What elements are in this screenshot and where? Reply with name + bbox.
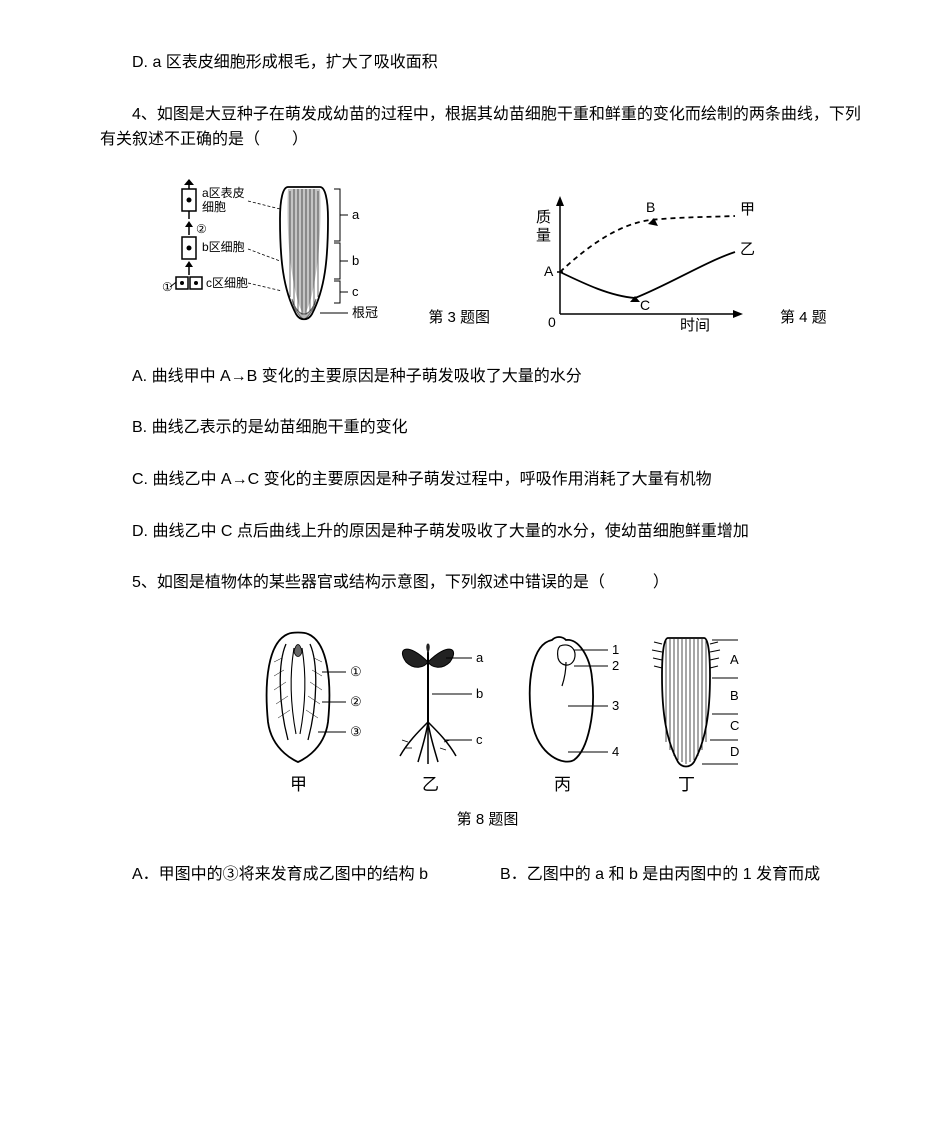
q3-lbl-circle1: ① bbox=[162, 280, 173, 294]
q4-pointA: A bbox=[544, 263, 554, 279]
q5-option-row: A．甲图中的③将来发育成乙图中的结构 b B．乙图中的 a 和 b 是由丙图中的… bbox=[100, 862, 875, 888]
q3-lbl-c-region: c区细胞 bbox=[206, 276, 248, 290]
q4-ylabel-1: 质 bbox=[536, 209, 551, 226]
q5-bing-1: 1 bbox=[612, 642, 619, 657]
q4-ylabel-2: 量 bbox=[536, 227, 551, 244]
q5-ding-A: A bbox=[730, 652, 739, 667]
page: D. a 区表皮细胞形成根毛，扩大了吸收面积 4、如图是大豆种子在萌发成幼苗的过… bbox=[0, 0, 945, 1123]
q4-option-b: B. 曲线乙表示的是幼苗细胞干重的变化 bbox=[100, 415, 875, 441]
q5-ding-B: B bbox=[730, 688, 739, 703]
q5-yi-c: c bbox=[476, 732, 483, 747]
q3-option-d: D. a 区表皮细胞形成根毛，扩大了吸收面积 bbox=[100, 50, 875, 76]
q5-option-a: A．甲图中的③将来发育成乙图中的结构 b bbox=[100, 862, 428, 888]
q4-stem: 4、如图是大豆种子在萌发成幼苗的过程中，根据其幼苗细胞干重和鲜重的变化而绘制的两… bbox=[100, 102, 875, 153]
q3-zone-a: a bbox=[352, 207, 360, 222]
q4-figure: 质 量 时间 0 A B 甲 bbox=[530, 184, 760, 334]
q3-lbl-a-region: a区表皮 bbox=[202, 186, 245, 200]
q5-option-b: B．乙图中的 a 和 b 是由丙图中的 1 发育而成 bbox=[468, 862, 820, 888]
q5-jia-2: ② bbox=[350, 694, 362, 709]
q3-zone-c: c bbox=[352, 284, 359, 299]
q4-option-a: A. 曲线甲中 A→B 变化的主要原因是种子萌发吸收了大量的水分 bbox=[100, 364, 875, 390]
q3-root-cap: 根冠 bbox=[352, 305, 378, 320]
q4-label-jia: 甲 bbox=[740, 201, 755, 218]
q3-lbl-cell1: 细胞 bbox=[202, 200, 226, 214]
q3-zone-b: b bbox=[352, 253, 359, 268]
q5-jia-3: ③ bbox=[350, 724, 362, 739]
q4-xlabel: 时间 bbox=[680, 317, 710, 334]
q3-lbl-circle2: ② bbox=[196, 222, 207, 236]
q5-figure: ① ② ③ 甲 bbox=[100, 622, 875, 802]
q4-pointB: B bbox=[646, 199, 655, 215]
q4-label-yi: 乙 bbox=[740, 241, 755, 258]
q3-figure: a区表皮 细胞 ② b区细胞 bbox=[148, 179, 408, 334]
q5-yi-b: b bbox=[476, 686, 483, 701]
q3-lbl-b-region: b区细胞 bbox=[202, 240, 245, 254]
q3-figure-caption: 第 3 题图 bbox=[428, 306, 490, 334]
q4-stem-text: 4、如图是大豆种子在萌发成幼苗的过程中，根据其幼苗细胞干重和鲜重的变化而绘制的两… bbox=[100, 106, 861, 149]
q5-jia-1: ① bbox=[350, 664, 362, 679]
q5-ding-C: C bbox=[730, 718, 739, 733]
q5-bing-2: 2 bbox=[612, 658, 619, 673]
q5-ding-D: D bbox=[730, 744, 739, 759]
q5-yi-a: a bbox=[476, 650, 484, 665]
figure-row-q3-q4: a区表皮 细胞 ② b区细胞 bbox=[100, 179, 875, 334]
q5-yi-name: 乙 bbox=[422, 775, 439, 794]
q5-bing-name: 丙 bbox=[554, 775, 571, 794]
q4-option-d: D. 曲线乙中 C 点后曲线上升的原因是种子萌发吸收了大量的水分，使幼苗细胞鲜重… bbox=[100, 519, 875, 545]
q4-origin: 0 bbox=[548, 314, 556, 330]
q4-option-c: C. 曲线乙中 A→C 变化的主要原因是种子萌发过程中，呼吸作用消耗了大量有机物 bbox=[100, 467, 875, 493]
q5-figure-caption: 第 8 题图 bbox=[100, 808, 875, 836]
q4-figure-caption: 第 4 题 bbox=[780, 306, 827, 334]
q5-stem: 5、如图是植物体的某些器官或结构示意图，下列叙述中错误的是（ ） bbox=[100, 570, 875, 596]
q5-ding-name: 丁 bbox=[678, 775, 695, 794]
q5-bing-4: 4 bbox=[612, 744, 619, 759]
q4-pointC: C bbox=[640, 297, 650, 313]
q5-jia-name: 甲 bbox=[290, 775, 307, 794]
q5-bing-3: 3 bbox=[612, 698, 619, 713]
